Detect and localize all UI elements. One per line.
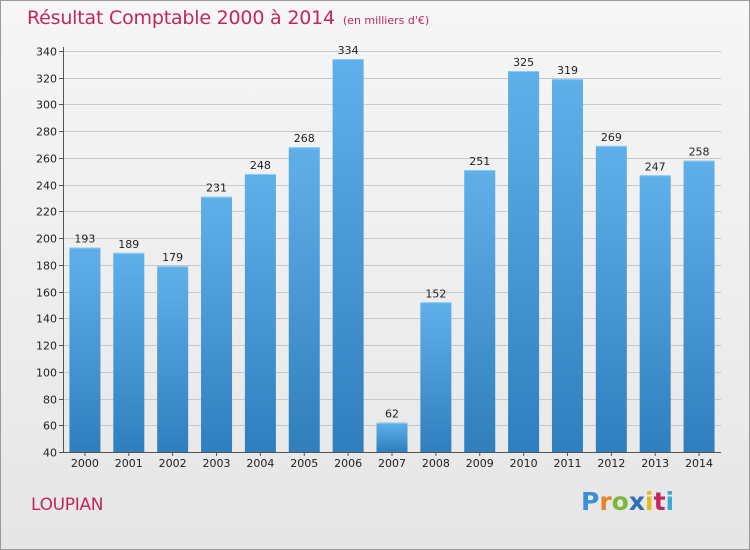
y-tick-label: 180 — [36, 260, 57, 273]
bar-value-label-2010: 325 — [513, 56, 534, 69]
bar-value-label-2001: 189 — [118, 238, 139, 251]
bar-2005 — [288, 147, 320, 453]
bar-value-label-2003: 231 — [206, 182, 227, 195]
logo-letter: i — [665, 487, 675, 516]
bar-2007 — [376, 422, 408, 452]
chart-title: Résultat Comptable 2000 à 2014 (en millie… — [27, 7, 429, 29]
y-tick-label: 340 — [36, 46, 57, 59]
value-labels: 193 189 179 231 248 268 334 62 152 251 325 319 269 24… — [74, 44, 709, 421]
y-tick-label: 80 — [43, 394, 57, 407]
bar-2011 — [551, 79, 583, 452]
x-tick-label-2002: 2002 — [159, 457, 187, 470]
y-tick-label: 320 — [36, 73, 57, 86]
bar-value-label-2002: 179 — [162, 251, 183, 264]
bar-2010 — [508, 71, 540, 453]
bar-value-label-2007: 62 — [385, 408, 399, 421]
bar-value-label-2012: 269 — [601, 131, 622, 144]
y-tick-label: 40 — [43, 447, 57, 460]
logo-letter: x — [628, 487, 645, 516]
x-tick-label-2000: 2000 — [71, 457, 99, 470]
bar-2001 — [113, 252, 145, 452]
x-tick-label-2009: 2009 — [466, 457, 494, 470]
bar-value-label-2000: 193 — [74, 232, 95, 245]
x-tick-label-2006: 2006 — [334, 457, 362, 470]
y-tick-label: 220 — [36, 206, 57, 219]
proxiti-logo: Proxiti — [581, 487, 674, 516]
y-tick-label: 160 — [36, 287, 57, 300]
bar-value-label-2013: 247 — [645, 160, 666, 173]
x-tick-label-2012: 2012 — [597, 457, 625, 470]
y-tick-label: 120 — [36, 340, 57, 353]
logo-letter: t — [653, 487, 666, 516]
bar-2014 — [683, 160, 715, 452]
y-tick-label: 140 — [36, 313, 57, 326]
x-tick-label-2011: 2011 — [553, 457, 581, 470]
y-tick-label: 240 — [36, 180, 57, 193]
axes: 40 60 80 100 120 140 160 180 200 220 240 260 280 300 3… — [36, 46, 721, 470]
y-tick-label: 280 — [36, 126, 57, 139]
bar-value-label-2006: 334 — [338, 44, 359, 57]
location-name: LOUPIAN — [31, 495, 104, 515]
y-tick-label: 260 — [36, 153, 57, 166]
chart-title-main: Résultat Comptable 2000 à 2014 — [27, 7, 335, 29]
y-tick-label: 200 — [36, 233, 57, 246]
bar-value-label-2008: 152 — [425, 287, 446, 300]
x-tick-label-2003: 2003 — [203, 457, 231, 470]
bar-2000 — [69, 247, 101, 452]
bars — [69, 59, 715, 453]
x-tick-label-2005: 2005 — [290, 457, 318, 470]
bar-value-label-2014: 258 — [689, 146, 710, 159]
logo-letter: P — [581, 487, 600, 516]
x-tick-label-2014: 2014 — [685, 457, 713, 470]
bar-2002 — [157, 266, 189, 452]
bar-value-label-2004: 248 — [250, 159, 271, 172]
bar-2009 — [464, 169, 496, 453]
bar-2008 — [420, 302, 452, 452]
x-tick-label-2013: 2013 — [641, 457, 669, 470]
bar-2006 — [332, 59, 364, 453]
x-tick-label-2004: 2004 — [246, 457, 274, 470]
logo-letter: o — [611, 487, 629, 516]
x-tick-label-2007: 2007 — [378, 457, 406, 470]
chart-subtitle: (en milliers d'€) — [342, 14, 430, 27]
y-tick-label: 60 — [43, 420, 57, 433]
bar-2003 — [201, 196, 233, 452]
x-tick-label-2008: 2008 — [422, 457, 450, 470]
bar-value-label-2005: 268 — [294, 132, 315, 145]
y-tick-label: 300 — [36, 99, 57, 112]
bar-2013 — [639, 175, 671, 452]
bar-value-label-2011: 319 — [557, 64, 578, 77]
y-tick-label: 100 — [36, 367, 57, 380]
x-tick-label-2001: 2001 — [115, 457, 143, 470]
bar-value-label-2009: 251 — [469, 155, 490, 168]
bar-2004 — [244, 173, 276, 452]
logo-letter: r — [599, 487, 612, 516]
bar-2012 — [595, 145, 627, 453]
logo-letter: i — [645, 487, 654, 516]
x-tick-label-2010: 2010 — [510, 457, 538, 470]
